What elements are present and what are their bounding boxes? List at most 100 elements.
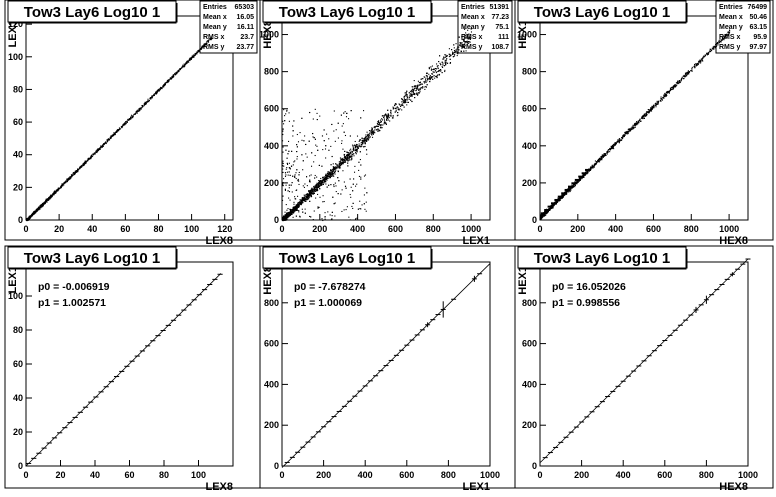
scatter-point [299, 199, 300, 200]
scatter-point [381, 124, 382, 125]
scatter-point [453, 56, 454, 57]
scatter-point [578, 182, 579, 183]
scatter-point [296, 151, 297, 152]
scatter-point [456, 51, 457, 52]
scatter-point [339, 161, 340, 162]
scatter-point [138, 110, 139, 111]
scatter-point [87, 160, 88, 161]
scatter-point [320, 182, 321, 183]
scatter-point [302, 199, 303, 200]
scatter-point [296, 158, 297, 159]
scatter-point [34, 213, 35, 214]
scatter-point [450, 62, 451, 63]
scatter-point [376, 129, 377, 130]
scatter-point [356, 149, 357, 150]
scatter-point [350, 152, 351, 153]
scatter-point [411, 95, 412, 96]
scatter-point [319, 186, 320, 187]
scatter-point [282, 162, 283, 163]
scatter-point [360, 164, 361, 165]
scatter-point [326, 134, 327, 135]
scatter-point [315, 186, 316, 187]
scatter-point [327, 173, 328, 174]
scatter-point [358, 146, 359, 147]
scatter-point [295, 209, 296, 210]
scatter-point [110, 135, 111, 136]
scatter-point [170, 77, 171, 78]
scatter-point [436, 68, 437, 69]
scatter-point [353, 184, 354, 185]
scatter-point [440, 69, 441, 70]
scatter-point [439, 74, 440, 75]
scatter-point [386, 115, 387, 116]
scatter-point [284, 212, 285, 213]
scatter-point [121, 126, 122, 127]
y-tick-label: 100 [8, 52, 23, 62]
scatter-point [69, 179, 70, 180]
scatter-point [338, 193, 339, 194]
scatter-point [359, 144, 360, 145]
stats-label: Mean y [719, 24, 743, 31]
scatter-point [59, 188, 60, 189]
scatter-point [403, 101, 404, 102]
scatter-point [449, 54, 450, 55]
scatter-point [295, 172, 296, 173]
scatter-point [324, 179, 325, 180]
scatter-point [702, 60, 703, 61]
scatter-point [300, 216, 301, 217]
scatter-point [182, 65, 183, 66]
scatter-point [371, 132, 372, 133]
scatter-point [702, 57, 703, 58]
scatter-point [436, 76, 437, 77]
scatter-point [424, 86, 425, 87]
scatter-point [367, 137, 368, 138]
scatter-point [325, 219, 326, 220]
scatter-point [303, 140, 304, 141]
scatter-point [674, 84, 675, 85]
scatter-point [378, 121, 379, 122]
scatter-point [349, 156, 350, 157]
scatter-point [200, 49, 201, 50]
scatter-point [661, 96, 662, 97]
scatter-point [30, 215, 31, 216]
scatter-point [293, 202, 294, 203]
scatter-point [442, 64, 443, 65]
scatter-point [108, 139, 109, 140]
scatter-point [417, 89, 418, 90]
scatter-point [365, 143, 366, 144]
scatter-point [414, 80, 415, 81]
scatter-point [322, 201, 323, 202]
scatter-point [431, 73, 432, 74]
scatter-point [298, 205, 299, 206]
scatter-point [434, 75, 435, 76]
scatter-point [350, 156, 351, 157]
scatter-point [332, 171, 333, 172]
scatter-point [293, 217, 294, 218]
scatter-point [351, 110, 352, 111]
scatter-point [326, 178, 327, 179]
scatter-point [331, 124, 332, 125]
y-tick-label: 200 [522, 178, 537, 188]
scatter-point [446, 58, 447, 59]
stats-value: 16.11 [237, 24, 254, 31]
scatter-point [313, 189, 314, 190]
scatter-point [320, 183, 321, 184]
scatter-point [352, 154, 353, 155]
scatter-point [56, 190, 57, 191]
scatter-point [319, 165, 320, 166]
scatter-point [173, 74, 174, 75]
scatter-point [395, 104, 396, 105]
scatter-point [288, 190, 289, 191]
scatter-point [318, 183, 319, 184]
scatter-point [297, 156, 298, 157]
scatter-point [463, 51, 464, 52]
scatter-point [162, 86, 163, 87]
stats-value: 23.77 [236, 44, 254, 51]
scatter-point [289, 187, 290, 188]
scatter-point [58, 189, 59, 190]
scatter-point [65, 181, 66, 182]
scatter-point [405, 95, 406, 96]
scatter-point [137, 113, 138, 114]
scatter-point [37, 209, 38, 210]
